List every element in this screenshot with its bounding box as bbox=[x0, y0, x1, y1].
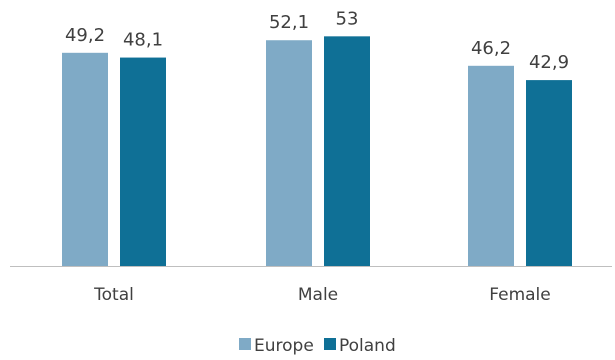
bar-poland-female bbox=[526, 80, 572, 266]
data-label-poland-male: 53 bbox=[336, 8, 359, 29]
data-label-poland-female: 42,9 bbox=[529, 52, 569, 73]
legend: Europe Poland bbox=[239, 336, 396, 356]
legend-label-europe: Europe bbox=[254, 336, 314, 356]
category-label-total: Total bbox=[93, 285, 134, 305]
data-label-europe-male: 52,1 bbox=[269, 12, 309, 33]
bar-poland-total bbox=[120, 57, 166, 266]
category-label-male: Male bbox=[298, 285, 338, 305]
legend-swatch-poland bbox=[324, 338, 336, 350]
bar-poland-male bbox=[324, 36, 370, 267]
data-label-poland-total: 48,1 bbox=[123, 30, 163, 51]
data-label-europe-female: 46,2 bbox=[471, 38, 511, 59]
category-label-female: Female bbox=[489, 285, 550, 305]
legend-label-poland: Poland bbox=[339, 336, 396, 356]
bar-europe-male bbox=[266, 40, 312, 266]
bar-europe-total bbox=[62, 52, 108, 266]
legend-swatch-europe bbox=[239, 338, 251, 350]
bar-europe-female bbox=[468, 65, 514, 266]
data-label-europe-total: 49,2 bbox=[65, 25, 105, 46]
